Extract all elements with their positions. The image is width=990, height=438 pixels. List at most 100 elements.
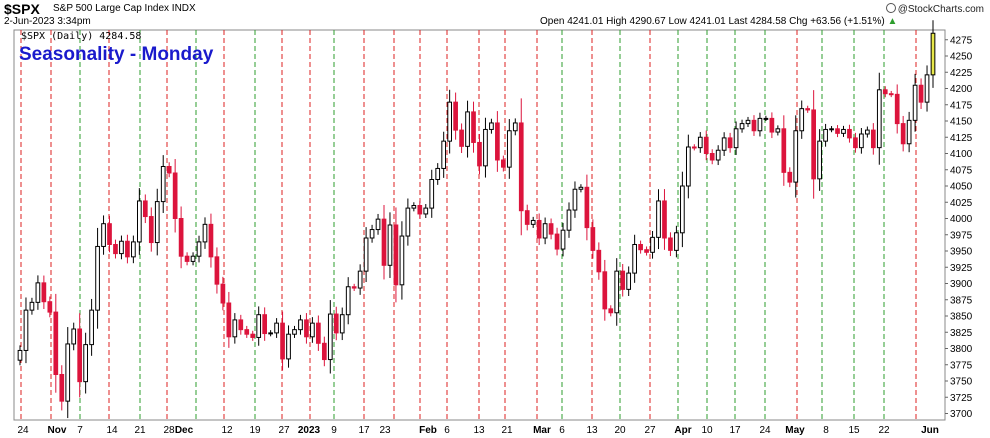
candle-body <box>506 130 512 168</box>
candle-body <box>727 137 733 149</box>
up-arrow-icon: ▲ <box>887 16 898 27</box>
candle-body <box>244 329 250 335</box>
candle-body <box>817 140 822 180</box>
candle-body <box>286 333 291 360</box>
candle-body <box>441 140 447 169</box>
candle-body <box>733 128 739 149</box>
candle-body <box>900 123 906 145</box>
candle-body <box>435 167 441 180</box>
candle-body <box>417 205 423 215</box>
y-tick-label: 4175 <box>950 100 973 111</box>
candle-body <box>41 282 47 303</box>
y-tick-label: 3825 <box>950 328 973 339</box>
candle-body <box>280 322 285 360</box>
candle-body <box>769 117 775 133</box>
x-tick-label: 7 <box>77 425 83 436</box>
candle-body <box>142 200 148 218</box>
candle-body <box>316 322 321 344</box>
y-tick-label: 4125 <box>950 133 973 144</box>
candle-body <box>787 171 793 183</box>
ohlc-summary: Open 4241.01 High 4290.67 Low 4241.01 La… <box>540 16 897 27</box>
candle-body <box>512 122 518 132</box>
candle-body <box>447 101 452 142</box>
candle-body <box>608 308 614 314</box>
candle-body <box>614 270 620 314</box>
candle-body <box>739 123 745 130</box>
last-candle <box>930 32 936 76</box>
candle-body <box>763 117 769 120</box>
candle-body <box>626 272 632 290</box>
candle-body <box>387 224 393 266</box>
candle-body <box>339 314 345 334</box>
candle-body <box>483 128 488 167</box>
candle-body <box>745 119 751 125</box>
candle-body <box>59 374 65 402</box>
candle-body <box>274 322 279 334</box>
candle-body <box>566 209 572 231</box>
candle-body <box>709 153 715 161</box>
y-tick-label: 4250 <box>950 52 973 63</box>
candle-body <box>536 219 542 239</box>
candle-body <box>453 101 458 131</box>
candle-body <box>375 218 381 231</box>
candle-body <box>656 200 661 238</box>
candle-body <box>471 111 476 143</box>
candle-body <box>17 349 23 361</box>
candle-body <box>321 342 327 361</box>
candle-body <box>584 186 590 229</box>
candle-body <box>853 137 858 149</box>
x-tick-label: 6 <box>559 425 565 436</box>
candle-body <box>160 166 166 203</box>
candle-body <box>847 128 852 139</box>
candle-body <box>190 255 196 262</box>
candle-body <box>578 186 584 190</box>
brand-text: @StockCharts.com <box>897 4 984 15</box>
x-tick-label: 24 <box>759 425 771 436</box>
candle-body <box>262 314 268 335</box>
candle-body <box>405 207 411 237</box>
candle-body <box>835 128 840 134</box>
x-tick-label: 12 <box>221 425 233 436</box>
y-tick-label: 3750 <box>950 377 973 388</box>
candle-body <box>775 128 781 133</box>
candle-body <box>805 108 811 111</box>
x-tick-label: 21 <box>501 425 513 436</box>
candle-body <box>823 128 828 142</box>
candle-body <box>65 343 71 402</box>
candle-body <box>829 128 834 131</box>
candle-body <box>674 232 679 251</box>
y-tick-label: 3775 <box>950 360 973 371</box>
candle-body <box>226 302 232 338</box>
candle-body <box>148 216 154 244</box>
candle-body <box>196 241 202 257</box>
ticker-symbol: $SPX <box>4 1 40 17</box>
candle-body <box>757 117 763 132</box>
y-tick-label: 4075 <box>950 165 973 176</box>
x-tick-label: 28 <box>163 425 175 436</box>
y-tick-label: 4050 <box>950 182 973 193</box>
candle-body <box>811 109 817 180</box>
candle-body <box>793 130 799 183</box>
x-tick-label: 17 <box>729 425 741 436</box>
x-tick-label: Dec <box>175 425 194 436</box>
candle-body <box>310 322 315 338</box>
candle-body <box>465 111 470 147</box>
candle-body <box>924 74 930 103</box>
y-tick-label: 4025 <box>950 198 973 209</box>
candle-body <box>214 256 220 285</box>
x-tick-label: 6 <box>444 425 450 436</box>
candle-body <box>680 185 685 234</box>
candle-body <box>894 93 900 125</box>
candle-body <box>703 136 709 154</box>
candle-body <box>89 309 94 346</box>
candle-body <box>154 201 160 244</box>
candle-body <box>685 146 691 187</box>
candle-body <box>304 319 309 338</box>
candle-body <box>250 333 256 338</box>
candle-body <box>393 224 399 286</box>
y-tick-label: 4100 <box>950 149 973 160</box>
brand-logo-icon <box>885 3 896 13</box>
y-tick-label: 4150 <box>950 117 973 128</box>
x-tick-label: Mar <box>533 425 551 436</box>
